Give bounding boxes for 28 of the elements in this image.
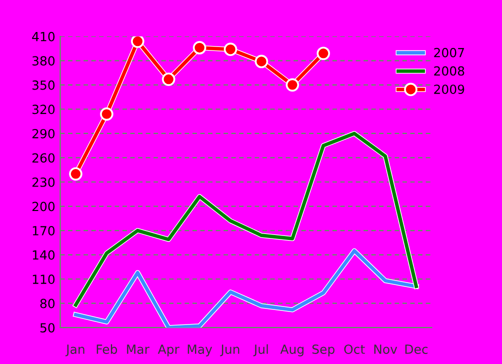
y-tick-label: 290 [32,128,55,138]
x-tick-label: Jun [220,344,240,356]
legend-label: 2009 [434,84,464,94]
y-tick-label: 410 [32,32,55,42]
y-tick-label: 110 [32,274,55,284]
x-tick-label: Aug [280,344,304,356]
x-tick-label: Mar [127,344,150,354]
x-tick-label: Oct [344,344,365,354]
y-tick-label: 140 [32,250,55,260]
x-tick-label: Sep [312,344,334,356]
x-tick-label: Feb [96,344,118,354]
y-tick-label: 350 [32,80,55,90]
y-tick-label: 320 [32,104,55,114]
legend-label: 2007 [434,48,464,58]
x-tick-label: Jul [253,344,268,356]
y-tick-label: 260 [32,153,55,163]
legend-label: 2008 [434,66,464,76]
x-tick-label: Jan [65,344,84,356]
y-tick-label: 380 [32,56,55,66]
x-tick-label: Nov [374,344,398,354]
y-tick-label: 80 [40,298,55,308]
y-tick-label: 230 [32,177,55,187]
x-tick-label: Apr [158,344,180,356]
y-tick-label: 200 [32,202,55,212]
y-tick-label: 50 [40,323,55,333]
y-tick-label: 170 [32,226,55,236]
x-tick-label: May [188,344,212,356]
x-tick-label: Dec [405,344,428,354]
